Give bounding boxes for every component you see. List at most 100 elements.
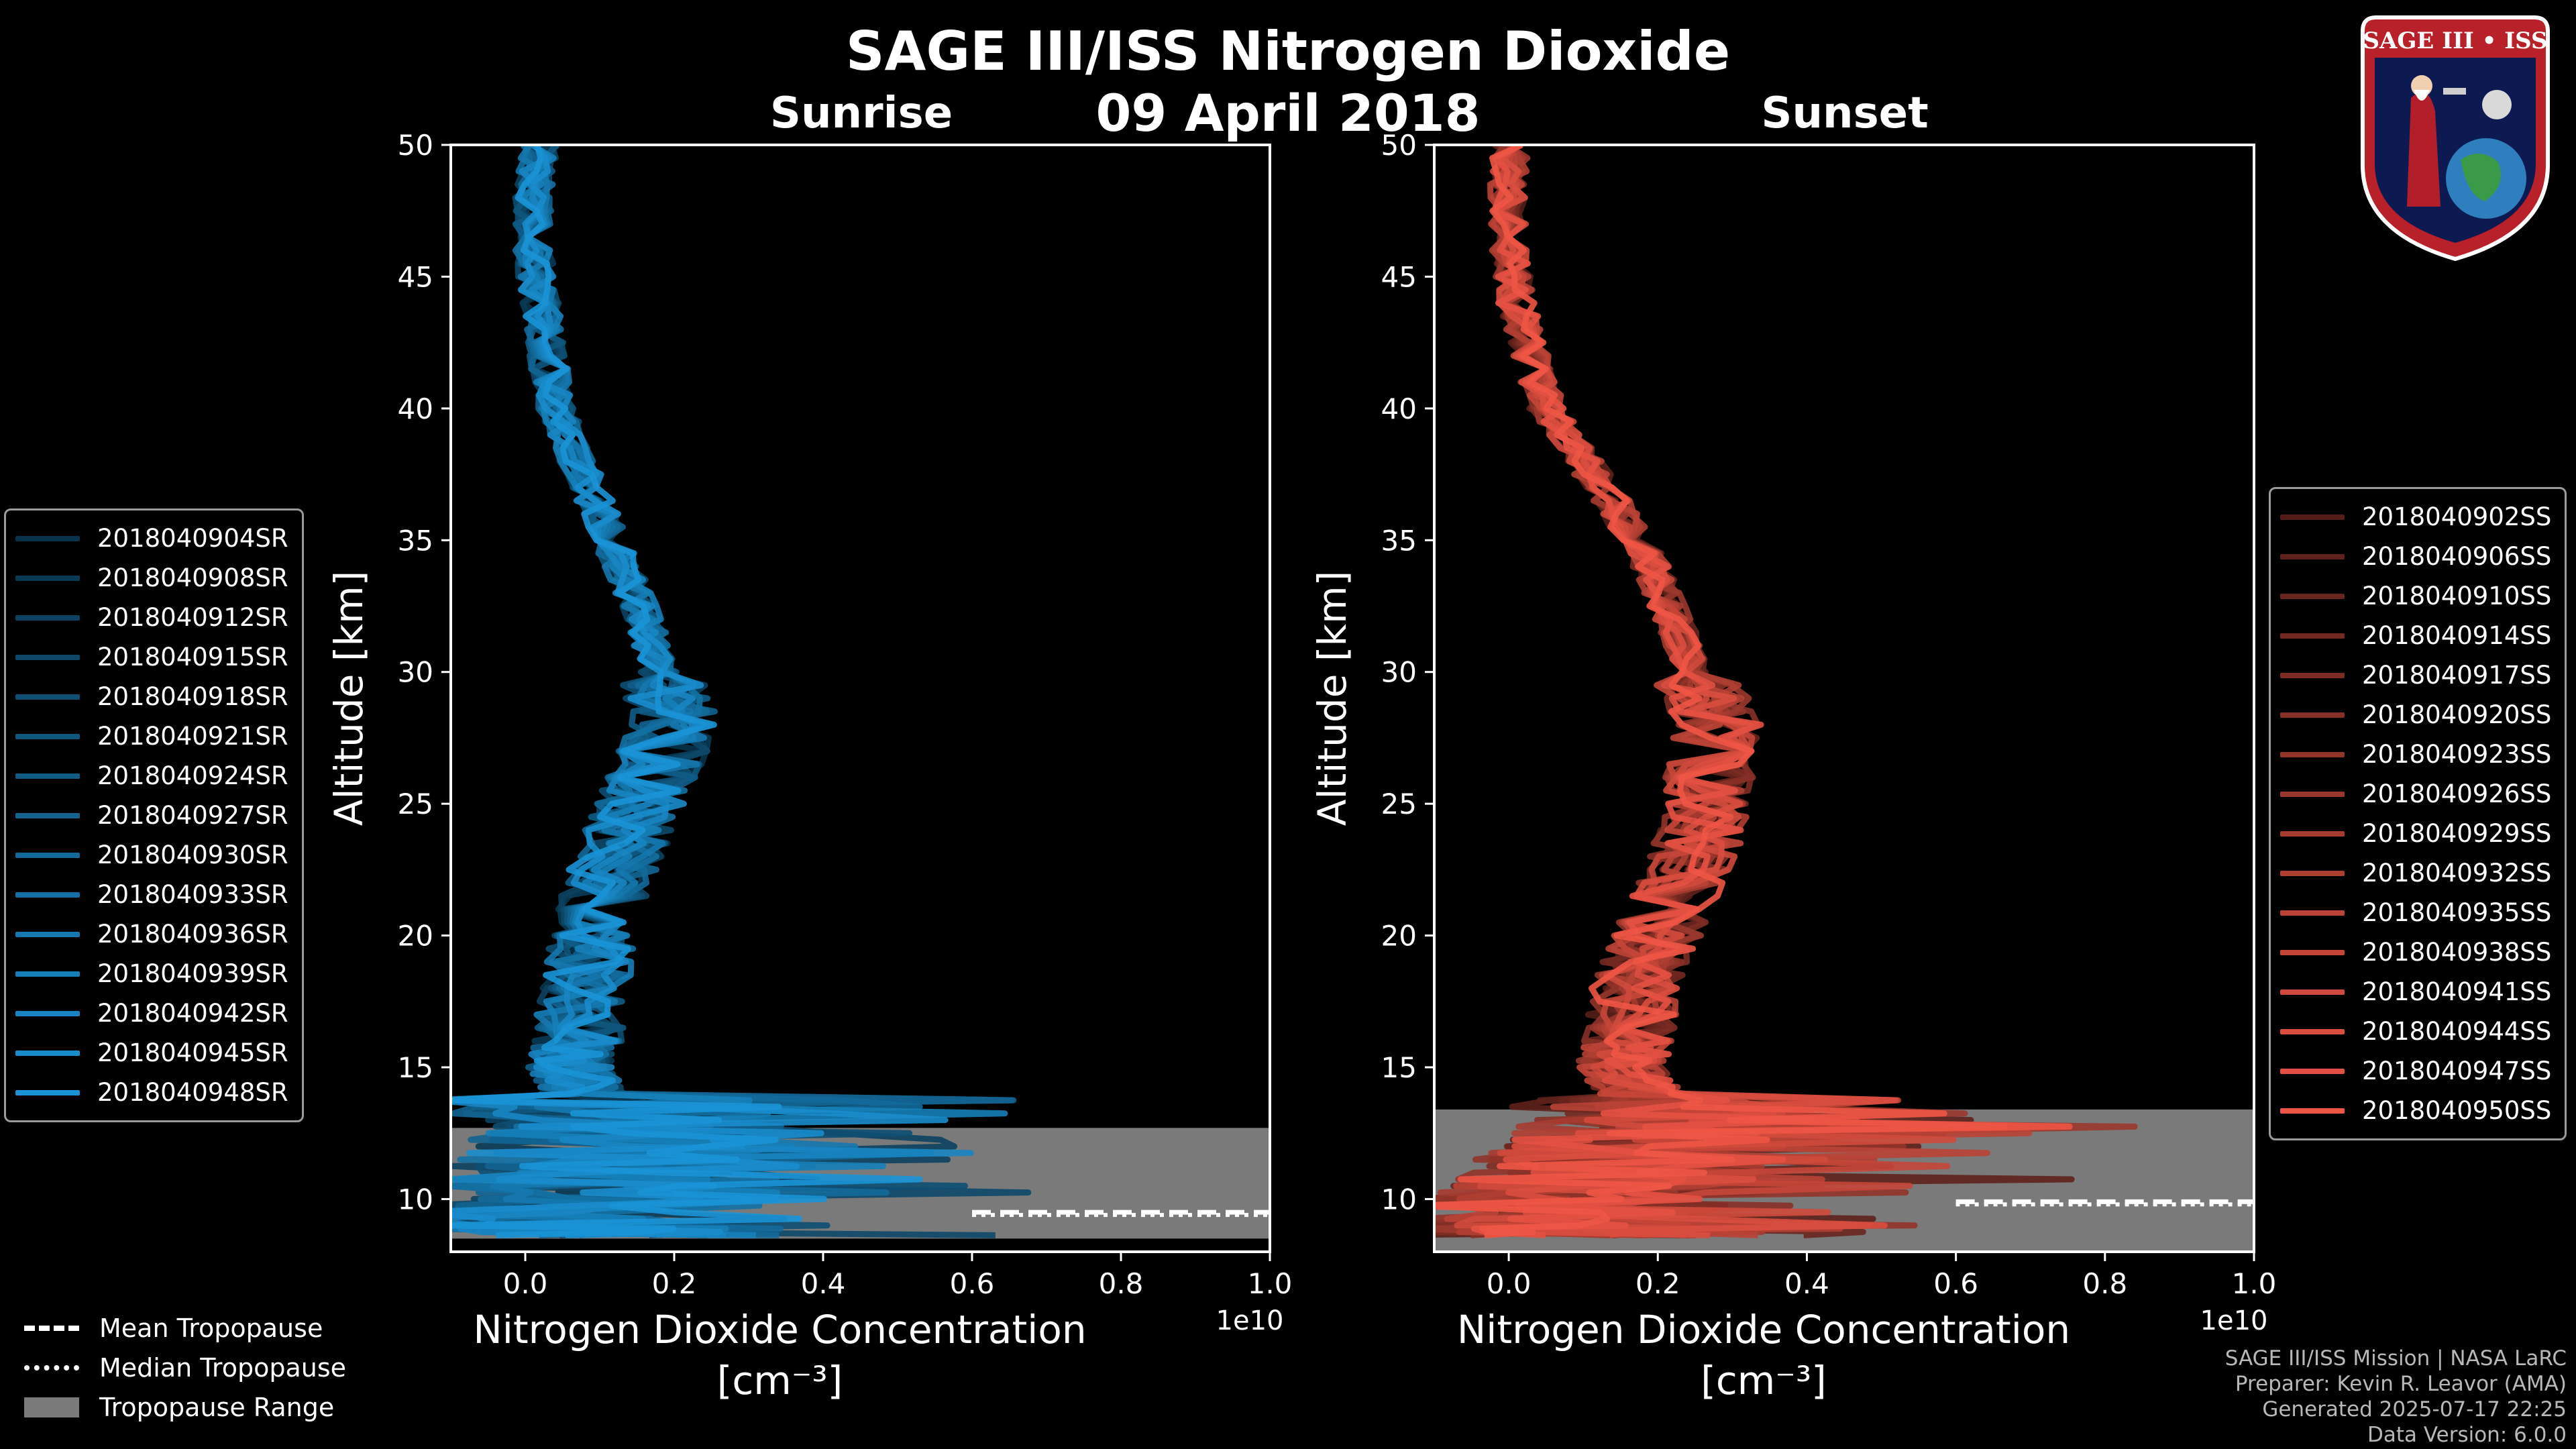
credits: SAGE III/ISS Mission | NASA LaRC Preparer… <box>2225 1346 2567 1448</box>
profile-line-2018040926SS <box>1434 145 2138 1238</box>
legend-swatch <box>2280 593 2345 599</box>
legend-item: 2018040906SS <box>2280 537 2551 576</box>
y-tick-label: 15 <box>1381 1051 1417 1084</box>
x-tick-label: 1.0 <box>1248 1267 1293 1300</box>
legend-swatch <box>2280 514 2345 520</box>
legend-swatch <box>15 773 80 779</box>
legend-sunrise: 2018040904SR 2018040908SR 2018040912SR 2018… <box>4 508 304 1122</box>
y-axis-label: Altitude [km] <box>326 571 372 826</box>
legend-label: 2018040938SS <box>2362 938 2552 967</box>
legend-swatch <box>2280 712 2345 718</box>
y-tick-label: 50 <box>1381 129 1417 162</box>
legend-label: 2018040947SS <box>2362 1057 2552 1085</box>
legend-swatch <box>15 575 80 581</box>
legend-swatch <box>2280 672 2345 678</box>
x-tick-label: 0.6 <box>950 1267 995 1300</box>
y-tick-label: 20 <box>1381 920 1417 953</box>
legend-item: 2018040917SS <box>2280 655 2551 695</box>
y-tick-label: 15 <box>398 1051 433 1084</box>
svg-text:SAGE III • ISS: SAGE III • ISS <box>2363 28 2547 54</box>
plot-sunset: 0.0 0.2 0.4 0.6 0.8 1.0 10 15 20 25 30 35 40 45 50 1e10… <box>1309 129 2276 1403</box>
credit-line: Preparer: Kevin R. Leavor (AMA) <box>2235 1372 2567 1396</box>
y-tick-label: 40 <box>398 392 433 425</box>
legend-item: 2018040926SS <box>2280 774 2551 814</box>
legend-item: 2018040932SS <box>2280 853 2551 893</box>
plot-frame <box>449 144 1271 1253</box>
legend-label: 2018040933SR <box>97 880 288 909</box>
legend-item: 2018040904SR <box>15 519 288 558</box>
legend-item: 2018040902SS <box>2280 497 2551 537</box>
legend-label: 2018040906SS <box>2362 542 2552 571</box>
x-axis-units: [cm⁻³] <box>1701 1358 1827 1403</box>
legend-label: 2018040941SS <box>2362 977 2552 1006</box>
legend-label: 2018040936SR <box>97 920 288 949</box>
legend-item: 2018040912SR <box>15 598 288 637</box>
legend-label: 2018040939SR <box>97 959 288 988</box>
y-tick-label: 40 <box>1381 392 1417 425</box>
legend-label: 2018040917SS <box>2362 661 2552 690</box>
legend-swatch <box>15 1050 80 1056</box>
legend-swatch <box>15 654 80 660</box>
x-tick-label: 1.0 <box>2232 1267 2277 1300</box>
legend-swatch <box>15 733 80 739</box>
legend-label: 2018040926SS <box>2362 780 2552 808</box>
plot-area-sunrise <box>451 145 1270 1239</box>
legend-item: 2018040930SR <box>15 835 288 875</box>
chart-date: 09 April 2018 <box>1095 83 1481 143</box>
profile-line-2018040945SR <box>451 145 949 1238</box>
y-tick-label: 30 <box>1381 656 1417 689</box>
y-tick-label: 50 <box>398 129 433 162</box>
legend-item: 2018040923SS <box>2280 735 2551 774</box>
panel-title-sunrise: Sunrise <box>769 89 953 138</box>
chart-title: SAGE III/ISS Nitrogen Dioxide <box>845 20 1731 83</box>
x-scale-label: 1e10 <box>1216 1305 1284 1336</box>
legend-swatch <box>15 971 80 977</box>
legend-swatch <box>15 535 80 541</box>
legend-swatch <box>2280 751 2345 757</box>
legend-label: 2018040950SS <box>2362 1096 2552 1125</box>
legend-swatch <box>2280 910 2345 916</box>
legend-label: 2018040945SR <box>97 1038 288 1067</box>
legend-sunset: 2018040902SS 2018040906SS 2018040910SS 2018… <box>2269 487 2567 1140</box>
tropopause-legend-label: Tropopause Range <box>99 1392 335 1422</box>
y-axis-label: Altitude [km] <box>1309 571 1355 826</box>
legend-label: 2018040944SS <box>2362 1017 2552 1046</box>
legend-swatch <box>2280 1028 2345 1034</box>
credit-line: Generated 2025-07-17 22:25 <box>2262 1397 2567 1421</box>
legend-label: 2018040902SS <box>2362 502 2552 531</box>
legend-swatch <box>15 1089 80 1095</box>
y-tick-label: 30 <box>398 656 433 689</box>
legend-swatch <box>2280 870 2345 876</box>
y-tick-label: 35 <box>398 524 433 557</box>
y-tick-label: 25 <box>1381 788 1417 820</box>
legend-label: 2018040929SS <box>2362 819 2552 848</box>
profile-line-2018040915SR <box>451 145 1032 1238</box>
plot-frame <box>1433 144 2255 1253</box>
tropopause-legend-swatch <box>24 1397 79 1417</box>
x-tick-label: 0.8 <box>2082 1267 2127 1300</box>
y-tick-label: 35 <box>1381 524 1417 557</box>
x-tick-label: 0.2 <box>1635 1267 1680 1300</box>
x-tick-label: 0.2 <box>652 1267 697 1300</box>
legend-item: 2018040910SS <box>2280 576 2551 616</box>
legend-swatch <box>15 812 80 818</box>
tropopause-legend-label: Median Tropopause <box>99 1352 346 1383</box>
x-tick-label: 0.4 <box>801 1267 846 1300</box>
credit-line: Data Version: 6.0.0 <box>2367 1423 2567 1447</box>
legend-swatch <box>2280 791 2345 797</box>
panel-title-sunset: Sunset <box>1761 89 1929 138</box>
tropopause-legend: Mean Tropopause Median Tropopause Tropopau… <box>24 1308 346 1427</box>
legend-item: 2018040950SS <box>2280 1091 2551 1130</box>
legend-label: 2018040924SR <box>97 761 288 790</box>
legend-item: 2018040921SR <box>15 716 288 756</box>
legend-item: 2018040948SR <box>15 1073 288 1112</box>
profile-line-2018040950SS <box>1434 145 2073 1238</box>
profile-line-2018040948SR <box>451 145 923 1238</box>
legend-swatch <box>15 1010 80 1016</box>
tropopause-legend-item: Mean Tropopause <box>24 1308 346 1348</box>
legend-item: 2018040936SR <box>15 914 288 954</box>
tropopause-legend-label: Mean Tropopause <box>99 1313 323 1343</box>
x-tick-label: 0.0 <box>1487 1267 1532 1300</box>
legend-item: 2018040908SR <box>15 558 288 598</box>
